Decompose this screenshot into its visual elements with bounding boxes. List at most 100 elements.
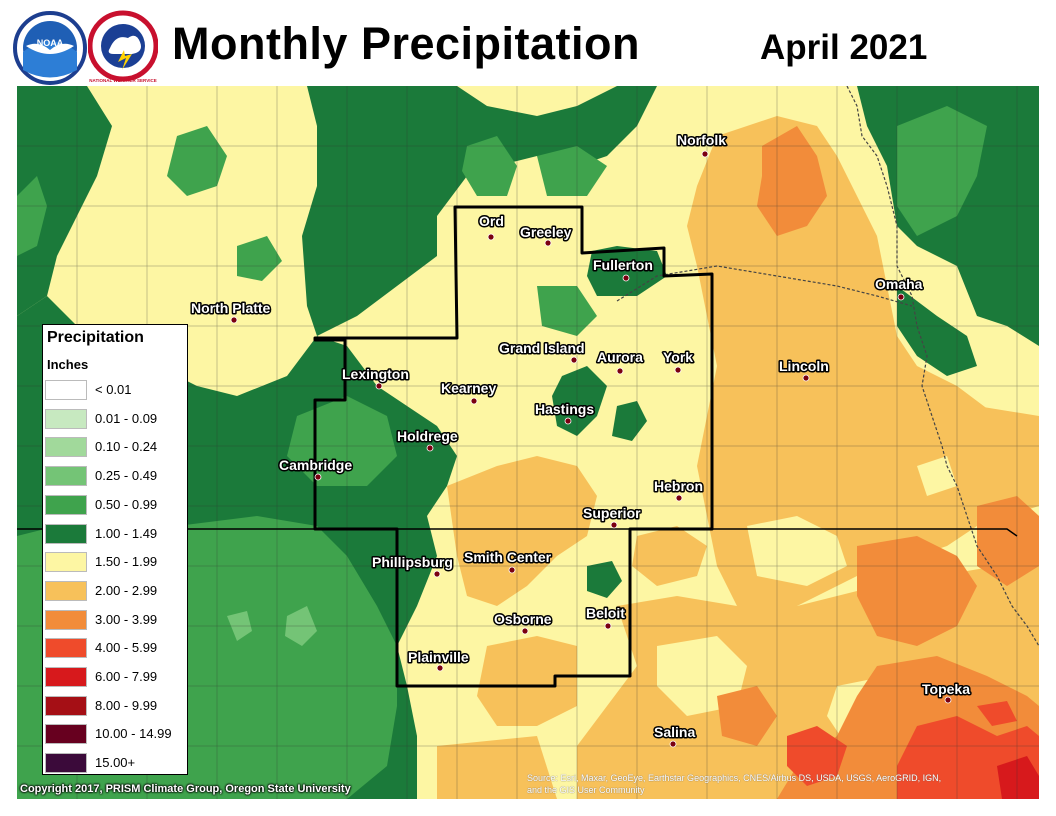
legend-label: 3.00 - 3.99 xyxy=(95,611,158,627)
legend-swatch xyxy=(45,380,87,400)
city-label: Greeley xyxy=(520,224,572,240)
noaa-logo: NOAA xyxy=(13,11,87,85)
legend-label: 0.25 - 0.49 xyxy=(95,468,158,484)
legend-row: < 0.01 xyxy=(45,379,185,401)
city-salina: Salina xyxy=(653,723,697,748)
legend-row: 8.00 - 9.99 xyxy=(45,695,185,717)
legend-row: 10.00 - 14.99 xyxy=(45,723,185,745)
city-topeka: Topeka xyxy=(921,680,972,704)
city-grand-island: Grand Island xyxy=(498,339,586,364)
legend-label: 1.00 - 1.49 xyxy=(95,525,158,541)
city-label: Beloit xyxy=(586,605,625,621)
legend-row: 6.00 - 7.99 xyxy=(45,666,185,688)
nws-logo-text: NATIONAL WEATHER SERVICE xyxy=(89,78,156,83)
city-superior: Superior xyxy=(582,504,643,529)
legend-label: 15.00+ xyxy=(95,755,136,771)
legend-label: < 0.01 xyxy=(95,382,132,397)
city-hebron: Hebron xyxy=(653,477,705,502)
city-aurora: Aurora xyxy=(596,348,645,375)
legend-row: 2.00 - 2.99 xyxy=(45,580,185,602)
legend-swatch xyxy=(45,494,87,515)
legend-label: 2.00 - 2.99 xyxy=(95,582,158,598)
legend-swatch xyxy=(45,408,87,429)
legend-label: 8.00 - 9.99 xyxy=(95,697,158,713)
city-holdrege: Holdrege xyxy=(396,427,459,452)
legend-swatch xyxy=(45,753,87,774)
legend-swatch xyxy=(45,667,87,687)
city-label: Smith Center xyxy=(464,549,552,565)
city-label: Plainville xyxy=(408,649,469,665)
city-label: York xyxy=(663,349,693,365)
city-norfolk: Norfolk xyxy=(676,131,728,158)
legend-swatch xyxy=(45,695,87,716)
legend-label: 0.01 - 0.09 xyxy=(95,410,158,426)
source-line-1: Source: Esri, Maxar, GeoEye, Earthstar G… xyxy=(527,773,942,783)
source-attribution: Source: Esri, Maxar, GeoEye, Earthstar G… xyxy=(527,772,1035,796)
nws-logo: NATIONAL WEATHER SERVICE xyxy=(88,10,158,83)
city-osborne: Osborne xyxy=(493,610,553,635)
legend-swatch xyxy=(45,609,87,630)
cwa-boundary xyxy=(313,205,714,688)
city-fullerton: Fullerton xyxy=(592,256,654,282)
city-label: Omaha xyxy=(875,276,923,292)
legend-label: 4.00 - 5.99 xyxy=(95,640,158,656)
source-line-2: and the GIS User Community xyxy=(527,785,645,795)
city-label: Cambridge xyxy=(279,457,352,473)
legend-swatch xyxy=(45,638,87,659)
city-label: Phillipsburg xyxy=(372,554,453,570)
city-label: Hebron xyxy=(654,478,703,494)
city-phillipsburg: Phillipsburg xyxy=(371,553,454,578)
legend-row: 0.10 - 0.24 xyxy=(45,436,185,458)
legend-label: 0.50 - 0.99 xyxy=(95,496,158,512)
city-kearney: Kearney xyxy=(440,379,498,405)
city-omaha: Omaha xyxy=(874,275,924,301)
legend-units: Inches xyxy=(47,357,89,372)
legend-row: 0.50 - 0.99 xyxy=(45,494,185,516)
city-hastings: Hastings xyxy=(534,400,596,425)
city-label: Salina xyxy=(654,724,695,740)
legend-title: Precipitation xyxy=(47,329,144,346)
city-plainville: Plainville xyxy=(407,648,470,672)
legend-label: 1.50 - 1.99 xyxy=(95,554,158,570)
city-label: Fullerton xyxy=(593,257,653,273)
precip-6.00-7.99-areas xyxy=(997,756,1039,799)
legend-row: 1.00 - 1.49 xyxy=(45,523,185,545)
map-month: April 2021 xyxy=(760,28,928,67)
legend-swatch xyxy=(45,724,87,745)
city-greeley: Greeley xyxy=(519,223,573,247)
city-north-platte: North Platte xyxy=(190,299,272,324)
legend-swatch xyxy=(45,466,87,487)
legend-row: 4.00 - 5.99 xyxy=(45,637,185,659)
legend-label: 10.00 - 14.99 xyxy=(95,726,172,742)
noaa-logo-text: NOAA xyxy=(37,38,64,48)
city-label: Grand Island xyxy=(499,340,585,356)
city-label: Topeka xyxy=(922,681,970,697)
legend-swatch xyxy=(45,580,87,601)
city-label: Kearney xyxy=(441,380,496,396)
precipitation-legend: Precipitation Inches < 0.01 0.01 - 0.09 0.… xyxy=(42,324,188,775)
legend-swatch xyxy=(45,552,87,573)
precip-2.00-2.99-areas xyxy=(437,116,1039,799)
city-smith-center: Smith Center xyxy=(463,548,553,574)
legend-label: 6.00 - 7.99 xyxy=(95,669,158,684)
city-label: Holdrege xyxy=(397,428,458,444)
city-label: Superior xyxy=(583,505,641,521)
legend-swatch xyxy=(45,437,87,458)
city-markers: Norfolk Ord Greeley Fullerton Omaha Nort… xyxy=(190,131,972,748)
copyright-text: Copyright 2017, PRISM Climate Group, Ore… xyxy=(20,783,351,795)
river-lines xyxy=(616,86,1039,647)
legend-row: 0.01 - 0.09 xyxy=(45,408,185,430)
city-beloit: Beloit xyxy=(585,604,627,630)
city-label: Lexington xyxy=(342,366,409,382)
legend-row: 15.00+ xyxy=(45,752,185,774)
city-label: Ord xyxy=(479,213,504,229)
city-lexington: Lexington xyxy=(341,365,410,390)
legend-swatch xyxy=(45,523,87,544)
legend-row: 3.00 - 3.99 xyxy=(45,609,185,631)
city-ord: Ord xyxy=(478,212,505,241)
legend-row: 0.25 - 0.49 xyxy=(45,465,185,487)
legend-row: 1.50 - 1.99 xyxy=(45,551,185,573)
city-york: York xyxy=(662,348,695,374)
city-label: Lincoln xyxy=(779,358,829,374)
map-title: Monthly Precipitation xyxy=(172,18,641,69)
